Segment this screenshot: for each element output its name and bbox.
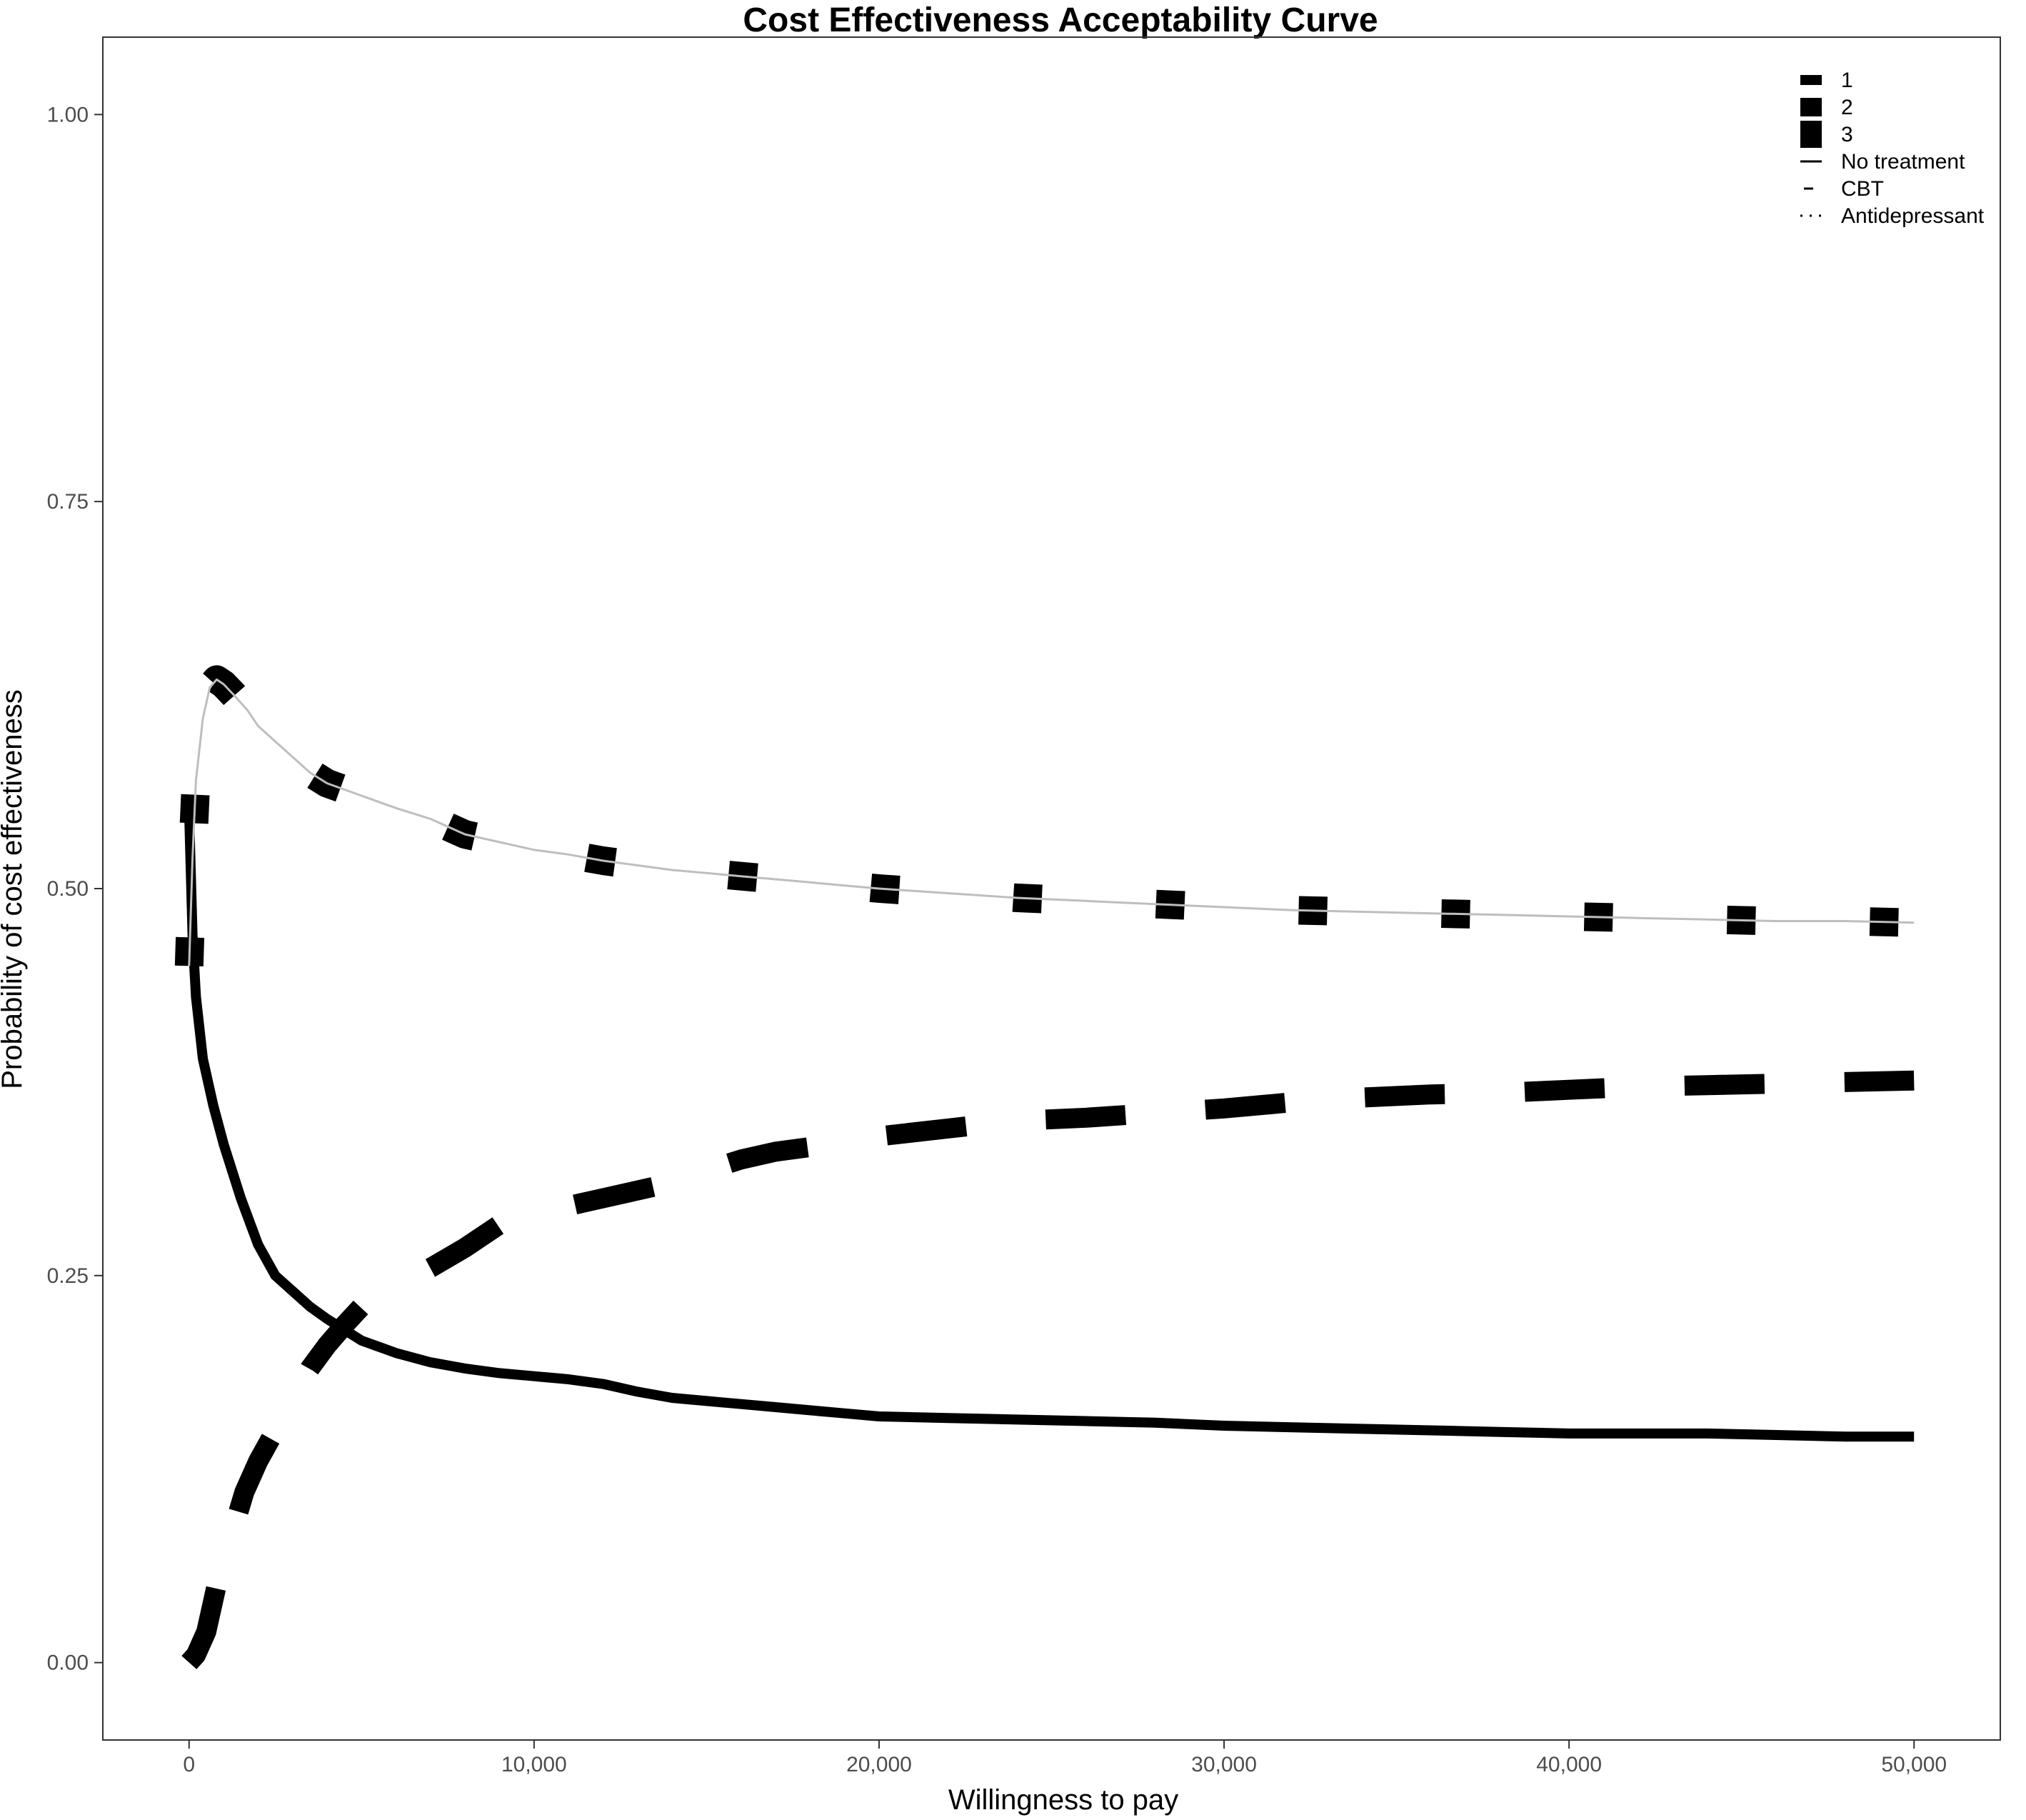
- x-tick-label: 30,000: [1191, 1753, 1257, 1776]
- series-line-4-solid: [188, 678, 1915, 966]
- legend-size-label: 2: [1841, 96, 1853, 119]
- x-tick-label: 50,000: [1881, 1753, 1947, 1776]
- legend-size-key: [1800, 121, 1822, 148]
- legend-size-key: [1800, 75, 1822, 85]
- x-tick-label: 0: [183, 1753, 195, 1776]
- series-line-1-solid: [184, 811, 1915, 1442]
- legend-linetype-label: CBT: [1841, 177, 1884, 201]
- legend-size-label: 1: [1841, 69, 1853, 92]
- y-tick-label: 0.50: [47, 877, 89, 901]
- legend: 1 2 3 No treatment CBT Antidepressant: [1800, 69, 1985, 228]
- chart-title: Cost Effectiveness Acceptability Curve: [743, 1, 1378, 39]
- legend-linetype-label: Antidepressant: [1841, 204, 1985, 228]
- x-tick-label: 20,000: [846, 1753, 912, 1776]
- x-tick-label: 40,000: [1536, 1753, 1602, 1776]
- y-axis: 0.00 0.25 0.50 0.75 1.00: [47, 103, 103, 1675]
- x-tick-label: 10,000: [501, 1753, 567, 1776]
- x-axis: 0 10,000 20,000 30,000 40,000 50,000: [183, 1740, 1947, 1776]
- y-tick-label: 0.75: [47, 490, 89, 514]
- series-line-2-dashed: [181, 1070, 1915, 1669]
- legend-size-key: [1800, 98, 1822, 116]
- y-tick-label: 1.00: [47, 103, 89, 126]
- y-tick-label: 0.00: [47, 1651, 89, 1675]
- legend-size-label: 3: [1841, 123, 1853, 146]
- legend-linetype-label: No treatment: [1841, 150, 1965, 174]
- series-layer: [174, 665, 1915, 1669]
- y-tick-label: 0.25: [47, 1264, 89, 1288]
- y-axis-title: Probability of cost effectiveness: [0, 689, 28, 1089]
- x-axis-title: Willingness to pay: [948, 1784, 1178, 1816]
